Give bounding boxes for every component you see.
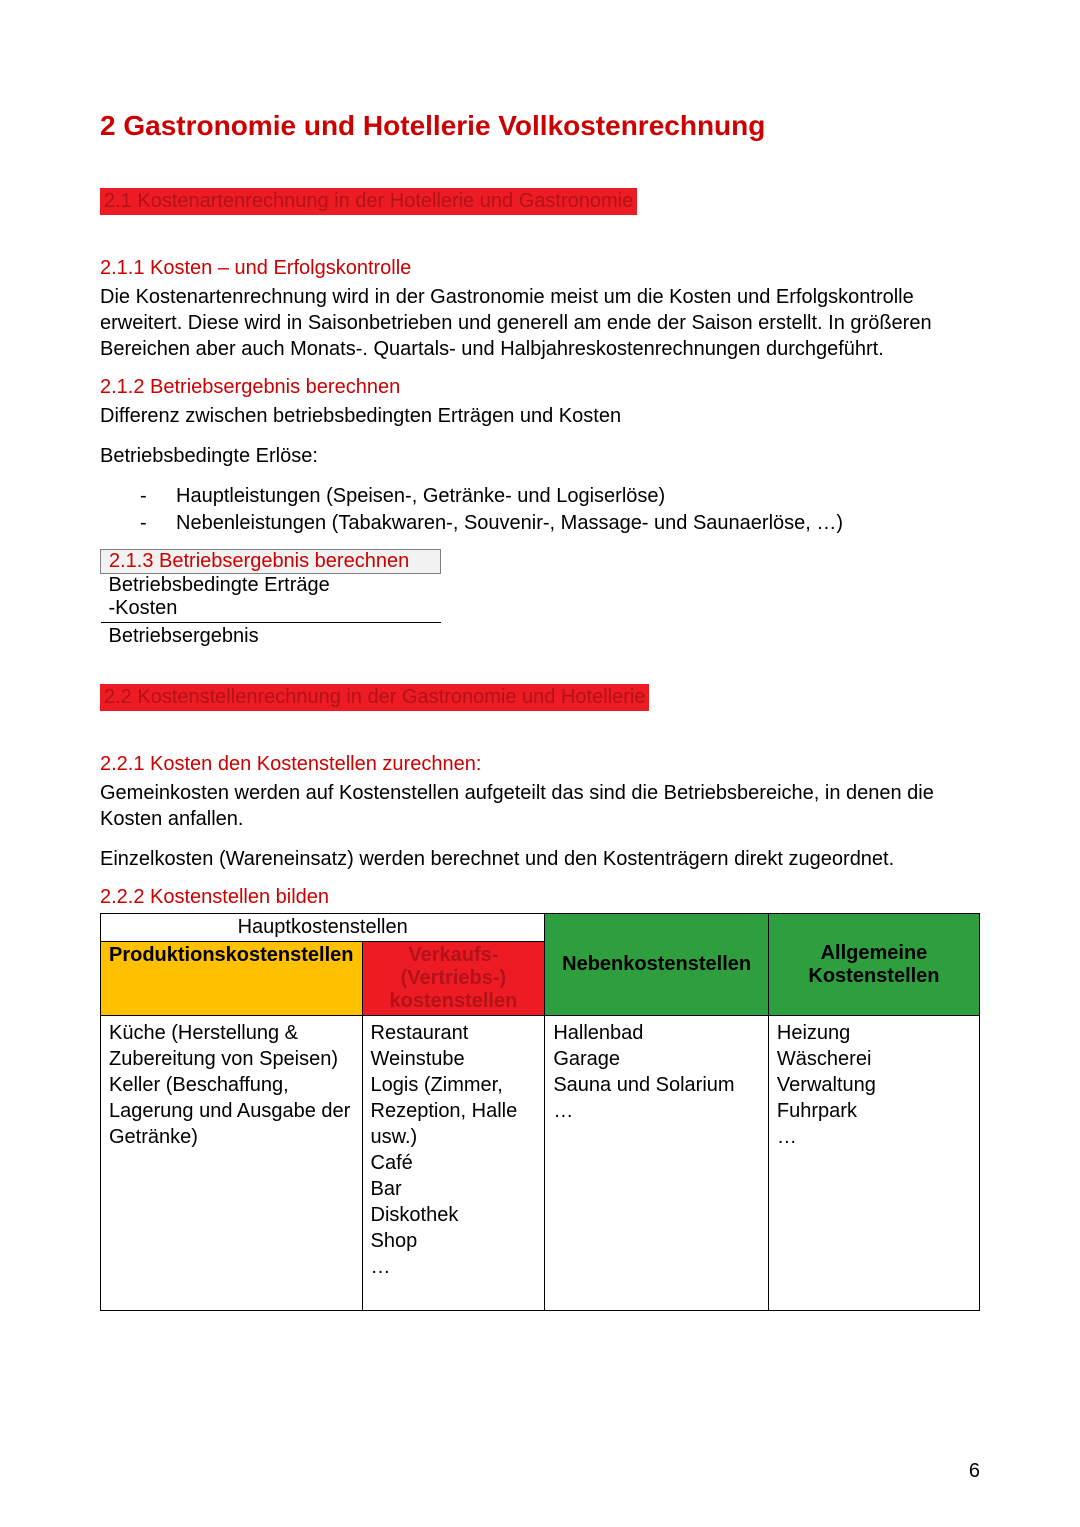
table-cell-produktion: Küche (Herstellung & Zubereitung von Spe… xyxy=(101,1016,363,1311)
table-header-produktion: Produktionskostenstellen xyxy=(101,942,363,1016)
calc-row-ertraege: Betriebsbedingte Erträge xyxy=(101,574,441,598)
bullet-dash: - xyxy=(140,483,176,510)
subsection-2-1-1-heading: 2.1.1 Kosten – und Erfolgskontrolle xyxy=(100,257,980,280)
subsection-2-2-1-body-1: Gemeinkosten werden auf Kostenstellen au… xyxy=(100,780,980,832)
calc-table: 2.1.3 Betriebsergebnis berechnen Betrieb… xyxy=(100,549,441,648)
calc-heading: 2.1.3 Betriebsergebnis berechnen xyxy=(101,550,441,574)
subsection-2-1-2-body-1: Differenz zwischen betriebsbedingten Ert… xyxy=(100,403,980,429)
subsection-2-1-2-heading: 2.1.2 Betriebsergebnis berechnen xyxy=(100,376,980,399)
subsection-2-1-1-body: Die Kostenartenrechnung wird in der Gast… xyxy=(100,284,980,362)
bullet-list: - Hauptleistungen (Speisen-, Getränke- u… xyxy=(140,483,980,537)
subsection-2-1-2-body-2: Betriebsbedingte Erlöse: xyxy=(100,443,980,469)
kostenstellen-table: Hauptkostenstellen Nebenkostenstellen Al… xyxy=(100,913,980,1311)
table-header-verkauf: Verkaufs-(Vertriebs-) kostenstellen xyxy=(362,942,545,1016)
subsection-2-2-1-heading: 2.2.1 Kosten den Kostenstellen zurechnen… xyxy=(100,753,980,776)
bullet-text: Nebenleistungen (Tabakwaren-, Souvenir-,… xyxy=(176,510,843,537)
calc-row-kosten: -Kosten xyxy=(101,597,441,623)
page-number: 6 xyxy=(969,1460,980,1483)
bullet-text: Hauptleistungen (Speisen-, Getränke- und… xyxy=(176,483,665,510)
calc-row-ergebnis: Betriebsergebnis xyxy=(101,623,441,649)
table-cell-verkauf: RestaurantWeinstubeLogis (Zimmer, Rezept… xyxy=(362,1016,545,1311)
table-cell-allgemeine: HeizungWäschereiVerwaltungFuhrpark… xyxy=(768,1016,979,1311)
table-header-neben: Nebenkostenstellen xyxy=(545,914,769,1016)
bullet-item: - Nebenleistungen (Tabakwaren-, Souvenir… xyxy=(140,510,980,537)
bullet-dash: - xyxy=(140,510,176,537)
subsection-2-2-1-body-2: Einzelkosten (Wareneinsatz) werden berec… xyxy=(100,846,980,872)
bullet-item: - Hauptleistungen (Speisen-, Getränke- u… xyxy=(140,483,980,510)
section-2-1-heading: 2.1 Kostenartenrechnung in der Hotelleri… xyxy=(100,188,637,215)
table-cell-neben: HallenbadGarageSauna und Solarium… xyxy=(545,1016,769,1311)
table-header-haupt: Hauptkostenstellen xyxy=(101,914,545,942)
chapter-heading: 2 Gastronomie und Hotellerie Vollkostenr… xyxy=(100,110,980,142)
table-header-allgemeine: Allgemeine Kostenstellen xyxy=(768,914,979,1016)
subsection-2-2-2-heading: 2.2.2 Kostenstellen bilden xyxy=(100,886,980,909)
section-2-2-heading: 2.2 Kostenstellenrechnung in der Gastron… xyxy=(100,684,649,711)
